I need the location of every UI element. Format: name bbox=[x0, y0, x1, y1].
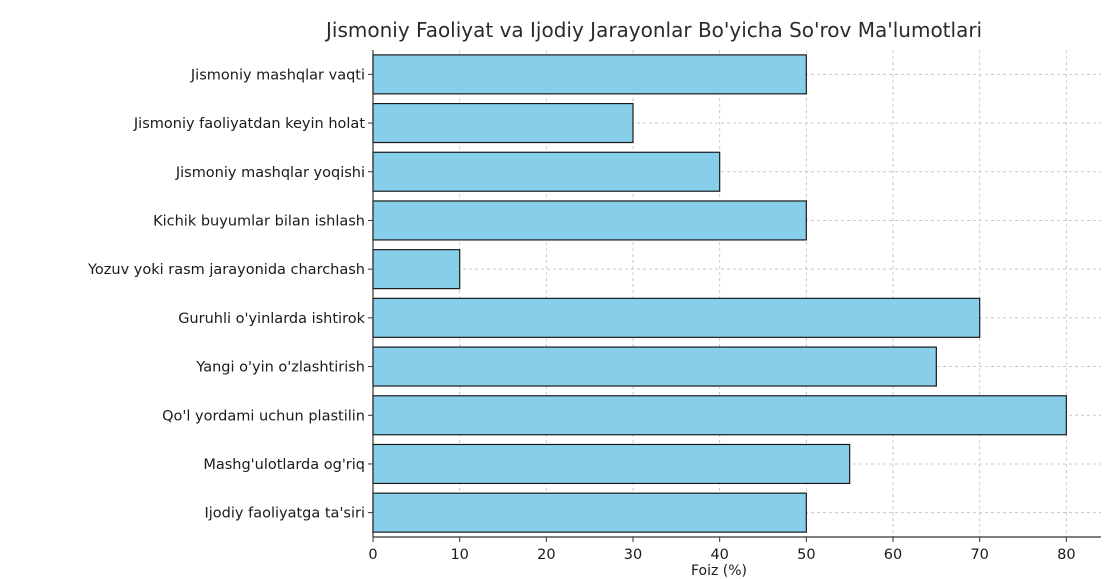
x-tick-label: 0 bbox=[368, 547, 377, 563]
bars bbox=[372, 54, 1067, 533]
category-label: Yozuv yoki rasm jarayonida charchash bbox=[87, 262, 365, 278]
chart-title: Jismoniy Faoliyat va Ijodiy Jarayonlar B… bbox=[324, 18, 982, 42]
category-label: Yangi o'yin o'zlashtirish bbox=[195, 360, 365, 376]
category-label: Ijodiy faoliyatga ta'siri bbox=[205, 506, 366, 522]
category-label: Kichik buyumlar bilan ishlash bbox=[153, 213, 365, 229]
x-tick-label: 10 bbox=[450, 547, 468, 563]
category-label: Jismoniy faoliyatdan keyin holat bbox=[133, 116, 365, 132]
category-label: Qo'l yordami uchun plastilin bbox=[162, 408, 365, 424]
x-tick-label: 40 bbox=[710, 547, 728, 563]
category-label: Jismoniy mashqlar yoqishi bbox=[175, 165, 365, 181]
x-tick-label: 20 bbox=[537, 547, 555, 563]
x-tick-label: 50 bbox=[797, 547, 815, 563]
x-tick-label: 30 bbox=[624, 547, 642, 563]
bar bbox=[372, 151, 721, 192]
category-label: Guruhli o'yinlarda ishtirok bbox=[178, 311, 365, 327]
x-tick-label: 80 bbox=[1057, 547, 1075, 563]
category-labels: Jismoniy mashqlar vaqti Jismoniy faoliyat… bbox=[87, 67, 366, 521]
bar bbox=[372, 443, 851, 485]
bar bbox=[372, 200, 807, 241]
bar bbox=[372, 395, 1067, 436]
bar bbox=[372, 102, 634, 144]
x-tick-labels: 0 10 20 30 40 50 60 70 80 bbox=[368, 547, 1075, 563]
x-tick-label: 60 bbox=[884, 547, 902, 563]
category-label: Jismoniy mashqlar vaqti bbox=[190, 67, 365, 83]
bar bbox=[372, 297, 981, 338]
bar bbox=[372, 249, 461, 290]
axes bbox=[368, 50, 1101, 542]
bar bbox=[372, 492, 807, 533]
bar bbox=[372, 54, 807, 95]
x-axis-label: Foiz (%) bbox=[691, 563, 747, 579]
x-tick-label: 70 bbox=[970, 547, 988, 563]
bar bbox=[372, 346, 937, 387]
category-label: Mashg'ulotlarda og'riq bbox=[203, 457, 365, 473]
